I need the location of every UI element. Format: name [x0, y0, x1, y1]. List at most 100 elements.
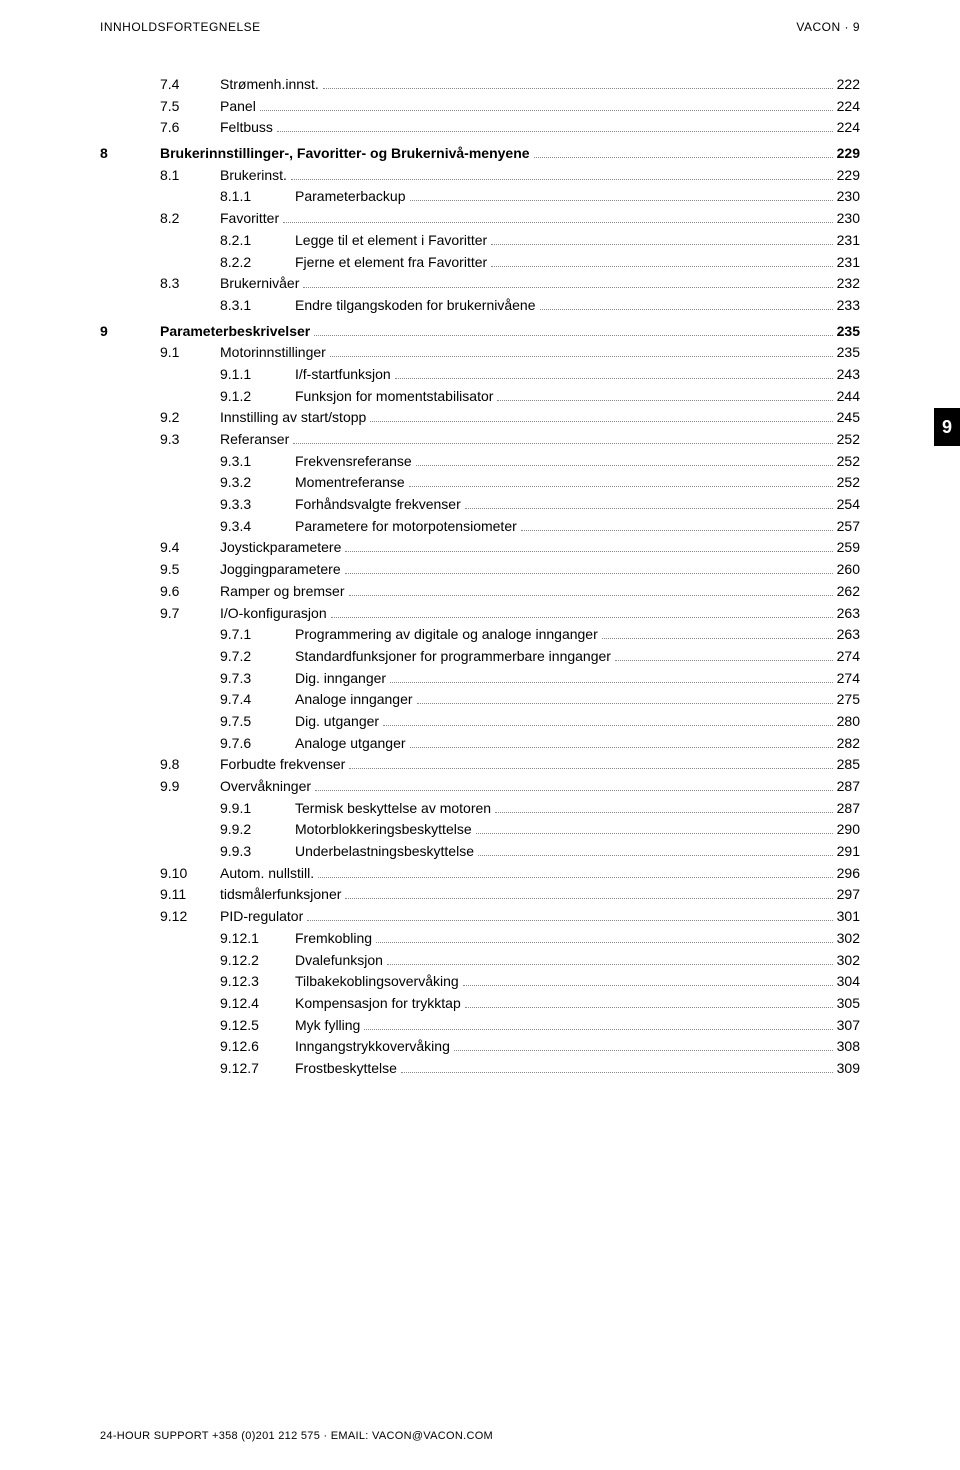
- toc-leader: [417, 692, 833, 705]
- toc-entry-page: 297: [837, 884, 860, 906]
- toc-entry-number: 8.3.1: [220, 295, 295, 317]
- toc-leader: [330, 345, 833, 358]
- toc-entry-title: Brukerinst.: [220, 165, 287, 187]
- toc-leader: [307, 909, 832, 922]
- toc-section-row: 9.12.5Myk fylling307: [100, 1015, 860, 1037]
- toc-entry-number: 8: [100, 143, 160, 165]
- toc-leader: [476, 822, 833, 835]
- toc-entry-number: 9.3.3: [220, 494, 295, 516]
- toc-entry-title: Overvåkninger: [220, 776, 311, 798]
- toc-leader: [260, 98, 833, 111]
- toc: 7.4Strømenh.innst.2227.5Panel2247.6Feltb…: [0, 44, 960, 1080]
- toc-entry-page: 301: [837, 906, 860, 928]
- page-footer: 24-HOUR SUPPORT +358 (0)201 212 575 · EM…: [100, 1430, 493, 1442]
- toc-entry-page: 244: [837, 386, 860, 408]
- toc-entry-page: 302: [837, 928, 860, 950]
- toc-leader: [454, 1039, 833, 1052]
- toc-section-row: 9.9.2Motorblokkeringsbeskyttelse290: [100, 819, 860, 841]
- toc-leader: [370, 410, 832, 423]
- toc-section-row: 8.1.1Parameterbackup230: [100, 186, 860, 208]
- header-left: INNHOLDSFORTEGNELSE: [100, 20, 261, 34]
- toc-entry-number: 9.2: [160, 407, 220, 429]
- toc-section-row: 9.3.3Forhåndsvalgte frekvenser 254: [100, 494, 860, 516]
- toc-leader: [383, 713, 833, 726]
- toc-section-row: 9.3.1Frekvensreferanse252: [100, 451, 860, 473]
- toc-leader: [387, 952, 833, 965]
- toc-leader: [323, 76, 833, 89]
- toc-entry-page: 230: [837, 208, 860, 230]
- toc-entry-title: Kompensasjon for trykktap: [295, 993, 461, 1015]
- toc-section-row: 8.2.2Fjerne et element fra Favoritter231: [100, 252, 860, 274]
- toc-entry-number: 8.2.1: [220, 230, 295, 252]
- toc-section-row: 9.6Ramper og bremser262: [100, 581, 860, 603]
- toc-entry-title: Autom. nullstill.: [220, 863, 314, 885]
- toc-entry-number: 9.7: [160, 603, 220, 625]
- toc-section-row: 9.3.4Parametere for motorpotensiometer25…: [100, 516, 860, 538]
- toc-leader: [364, 1017, 832, 1030]
- toc-section-row: 9.12.6Inngangstrykkovervåking308: [100, 1036, 860, 1058]
- toc-section-row: 9.12PID-regulator301: [100, 906, 860, 928]
- toc-entry-number: 9: [100, 321, 160, 343]
- toc-leader: [291, 167, 833, 180]
- toc-entry-page: 260: [837, 559, 860, 581]
- toc-entry-page: 263: [837, 624, 860, 646]
- toc-entry-number: 8.1: [160, 165, 220, 187]
- toc-entry-number: 7.4: [160, 74, 220, 96]
- toc-entry-number: 9.12.1: [220, 928, 295, 950]
- toc-section-row: 8.1Brukerinst. 229: [100, 165, 860, 187]
- toc-section-row: 9.12.1Fremkobling 302: [100, 928, 860, 950]
- toc-entry-number: 9.12.2: [220, 950, 295, 972]
- toc-section-row: 9.9.1Termisk beskyttelse av motoren287: [100, 798, 860, 820]
- toc-leader: [463, 974, 833, 987]
- toc-entry-title: Strømenh.innst.: [220, 74, 319, 96]
- toc-entry-page: 287: [837, 776, 860, 798]
- toc-entry-number: 9.9: [160, 776, 220, 798]
- toc-entry-page: 309: [837, 1058, 860, 1080]
- toc-entry-number: 9.7.3: [220, 668, 295, 690]
- toc-entry-number: 7.5: [160, 96, 220, 118]
- toc-chapter-row: 8Brukerinnstillinger-, Favoritter- og Br…: [100, 143, 860, 165]
- toc-entry-page: 233: [837, 295, 860, 317]
- page-header: INNHOLDSFORTEGNELSE VACON · 9: [0, 0, 960, 44]
- toc-entry-title: Joggingparametere: [220, 559, 341, 581]
- toc-entry-page: 307: [837, 1015, 860, 1037]
- toc-entry-page: 232: [837, 273, 860, 295]
- toc-entry-title: Frostbeskyttelse: [295, 1058, 397, 1080]
- toc-leader: [410, 189, 833, 202]
- toc-section-row: 9.7.1Programmering av digitale og analog…: [100, 624, 860, 646]
- toc-entry-page: 254: [837, 494, 860, 516]
- toc-entry-page: 229: [837, 165, 860, 187]
- toc-entry-page: 222: [837, 74, 860, 96]
- toc-entry-page: 263: [837, 603, 860, 625]
- toc-entry-page: 304: [837, 971, 860, 993]
- toc-entry-number: 9.3.1: [220, 451, 295, 473]
- toc-entry-page: 305: [837, 993, 860, 1015]
- toc-section-row: 9.5Joggingparametere 260: [100, 559, 860, 581]
- toc-entry-title: Fremkobling: [295, 928, 372, 950]
- toc-leader: [376, 930, 833, 943]
- toc-entry-title: I/f-startfunksjon: [295, 364, 391, 386]
- toc-entry-title: Ramper og bremser: [220, 581, 345, 603]
- toc-entry-page: 282: [837, 733, 860, 755]
- toc-leader: [615, 648, 833, 661]
- toc-entry-number: 9.5: [160, 559, 220, 581]
- toc-leader: [410, 735, 833, 748]
- toc-entry-title: Motorblokkeringsbeskyttelse: [295, 819, 472, 841]
- toc-section-row: 9.7.4Analoge innganger275: [100, 689, 860, 711]
- toc-entry-page: 231: [837, 252, 860, 274]
- toc-entry-number: 9.7.5: [220, 711, 295, 733]
- toc-entry-title: Legge til et element i Favoritter: [295, 230, 487, 252]
- toc-entry-title: Parametere for motorpotensiometer: [295, 516, 517, 538]
- toc-entry-title: Inngangstrykkovervåking: [295, 1036, 450, 1058]
- toc-entry-page: 302: [837, 950, 860, 972]
- toc-leader: [349, 757, 832, 770]
- toc-entry-title: Forhåndsvalgte frekvenser: [295, 494, 461, 516]
- toc-section-row: 9.1.2Funksjon for momentstabilisator244: [100, 386, 860, 408]
- toc-section-row: 9.1Motorinnstillinger235: [100, 342, 860, 364]
- toc-leader: [465, 496, 833, 509]
- toc-entry-number: 9.12.7: [220, 1058, 295, 1080]
- toc-section-row: 9.7.3Dig. innganger274: [100, 668, 860, 690]
- toc-entry-number: 8.2: [160, 208, 220, 230]
- toc-leader: [602, 627, 833, 640]
- toc-entry-number: 9.3: [160, 429, 220, 451]
